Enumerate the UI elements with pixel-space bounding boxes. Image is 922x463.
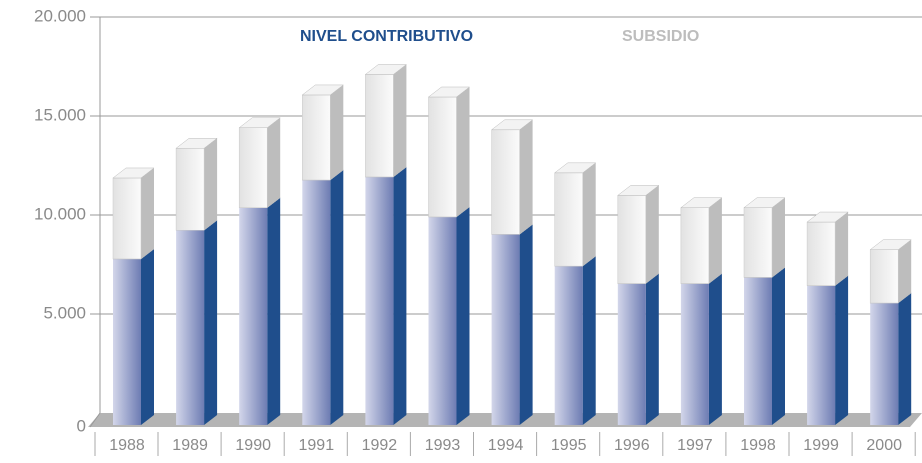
bar-top [743,197,786,208]
bar-side [772,197,785,278]
bar-side [204,138,218,231]
bar-top [175,138,218,149]
bar [680,207,710,284]
bar [744,277,772,425]
bar-side [708,197,722,284]
bar-top [490,119,534,131]
bar [176,230,205,425]
bar [365,74,394,178]
bar [743,207,773,278]
bar-side [898,293,912,425]
bar [554,172,583,267]
x-tick-label: 1999 [803,437,839,454]
bar-side [267,197,281,425]
bar-top [301,84,345,96]
x-tick-label: 1998 [740,437,776,454]
bar [617,195,647,284]
bar-side [519,119,533,235]
y-tick-label: 0 [77,416,86,435]
bar-top [617,185,660,196]
bar-side [393,64,407,177]
bar [112,177,142,260]
bar [554,266,583,425]
legend-label: SUBSIDIO [622,28,699,45]
bar [807,285,836,425]
x-tick-label: 1989 [172,437,208,454]
bar [428,216,457,425]
bar-top [238,117,281,128]
bar-side [835,275,849,425]
bar-side [519,224,533,425]
x-tick-label: 1990 [235,437,271,454]
tick-mark [89,412,101,428]
bar [302,94,331,181]
bar-side [582,162,596,267]
bar-top [869,239,912,250]
bar-side [456,206,470,425]
bar-side [141,167,154,259]
bar-side [204,220,218,425]
bar [113,258,141,425]
bar-side [393,166,407,425]
bar-side [330,84,344,181]
bar-side [772,267,785,425]
bar [175,148,205,231]
bar [869,249,899,304]
bar [365,176,394,425]
x-tick-label: 1988 [109,437,145,454]
bar-side [835,212,849,286]
bar-side [141,248,154,425]
bar-side [330,170,344,425]
x-tick-label: 1991 [299,437,335,454]
x-tick-label: 1992 [362,437,398,454]
bar [491,234,520,425]
bar-top [427,86,471,98]
bar-side [898,239,912,304]
bar [428,96,457,218]
y-tick-label: 10.000 [34,204,86,223]
bar [680,283,709,425]
x-tick-label: 1995 [551,437,587,454]
y-tick-label: 20.000 [34,6,86,25]
bar-side [456,87,470,217]
bar-side [582,256,596,425]
bar-side [267,117,281,208]
bar-side [645,273,659,425]
bar [870,303,899,425]
x-tick-label: 1994 [488,437,524,454]
legend-label: NIVEL CONTRIBUTIVO [300,28,473,45]
x-tick-label: 1996 [614,437,650,454]
x-tick-label: 1993 [425,437,461,454]
y-tick-label: 5.000 [43,303,86,322]
bar [617,283,646,425]
bar-top [806,211,849,223]
bar [239,207,268,425]
bar-top [364,64,408,75]
bar-top [112,167,155,179]
bar-top [553,162,597,174]
bar [302,180,331,425]
bar-side [708,273,722,425]
x-tick-label: 2000 [866,437,902,454]
x-tick-label: 1997 [677,437,713,454]
bar [491,129,520,235]
bar-top [680,197,723,208]
bar [238,127,268,208]
bar-side [645,185,659,284]
bar [806,221,836,286]
y-tick-label: 15.000 [34,105,86,124]
